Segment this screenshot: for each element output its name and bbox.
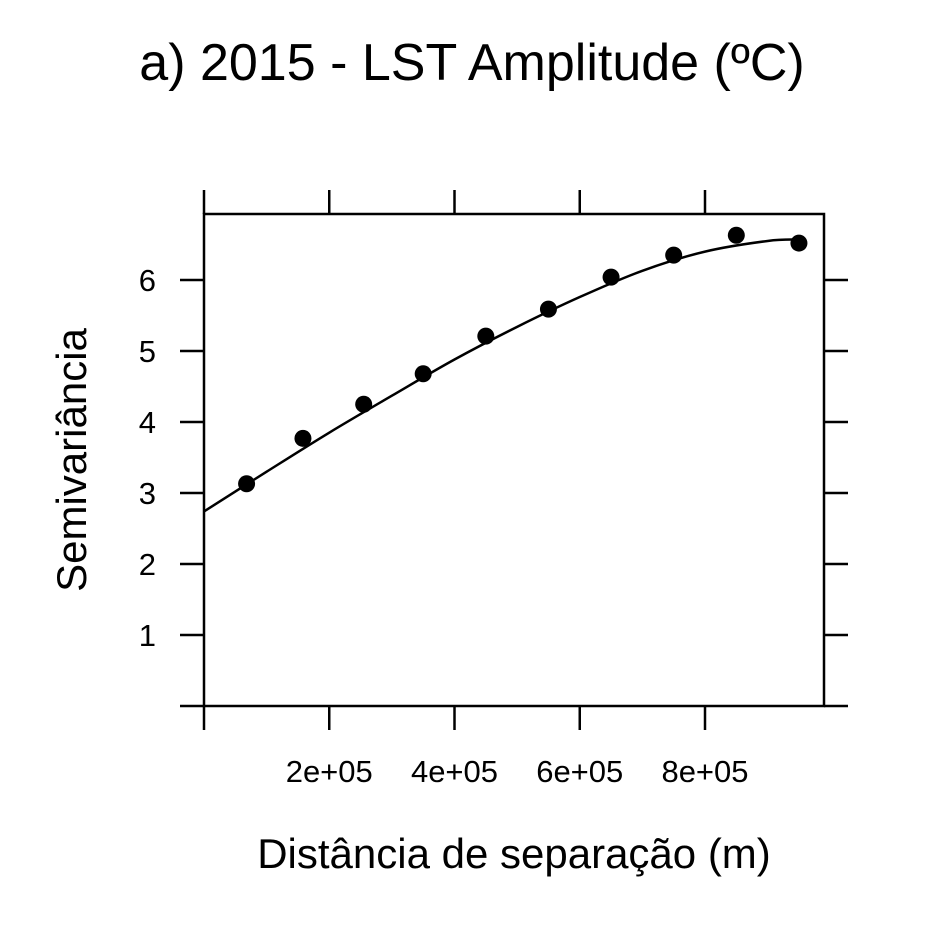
y-tick-label: 4 (139, 405, 156, 440)
data-point (539, 300, 557, 318)
data-point (665, 246, 683, 264)
data-point (477, 327, 495, 345)
data-point (602, 268, 620, 286)
chart-title: a) 2015 - LST Amplitude (ºC) (139, 34, 804, 92)
data-point (414, 365, 432, 383)
x-axis-top (202, 190, 707, 214)
data-point (790, 234, 808, 252)
y-tick-label: 2 (139, 547, 156, 582)
x-axis-label: Distância de separação (m) (257, 830, 771, 877)
empirical-semivariance-points (238, 226, 808, 493)
data-point (238, 475, 256, 493)
data-point (727, 226, 745, 244)
x-tick-label: 8e+05 (661, 754, 748, 789)
plot-frame (202, 212, 826, 708)
data-point (294, 429, 312, 447)
data-point (355, 395, 373, 413)
x-tick-label: 4e+05 (411, 754, 498, 789)
y-axis-left: 1 2 3 4 5 6 (139, 263, 204, 708)
x-tick-label: 6e+05 (536, 754, 623, 789)
y-axis-label: Semivariância (48, 327, 95, 591)
x-tick-label: 2e+05 (286, 754, 373, 789)
y-tick-label: 3 (139, 476, 156, 511)
fitted-model-curve (203, 238, 799, 513)
y-axis-right (824, 278, 848, 708)
x-axis-bottom: 2e+05 4e+05 6e+05 8e+05 (202, 706, 749, 789)
y-tick-label: 6 (139, 263, 156, 298)
y-tick-label: 1 (139, 618, 156, 653)
y-tick-label: 5 (139, 334, 156, 369)
